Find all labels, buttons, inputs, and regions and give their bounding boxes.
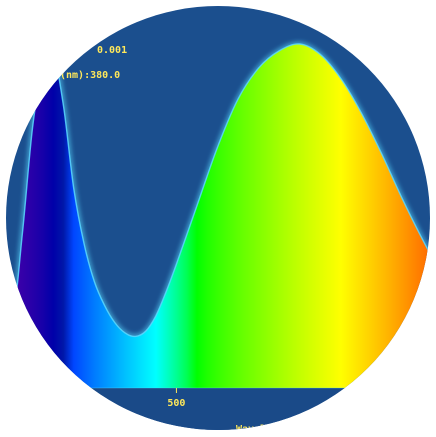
- readout-value-1: 0.001: [97, 45, 127, 56]
- x-tick-label: 500: [167, 398, 185, 409]
- readout-wavelength: (nm):380.0: [60, 70, 120, 81]
- x-axis-title: Wavel: [236, 424, 266, 435]
- x-tick-label: 600: [373, 398, 391, 409]
- spectrum-area: [6, 43, 430, 389]
- x-axis-band: [6, 388, 430, 430]
